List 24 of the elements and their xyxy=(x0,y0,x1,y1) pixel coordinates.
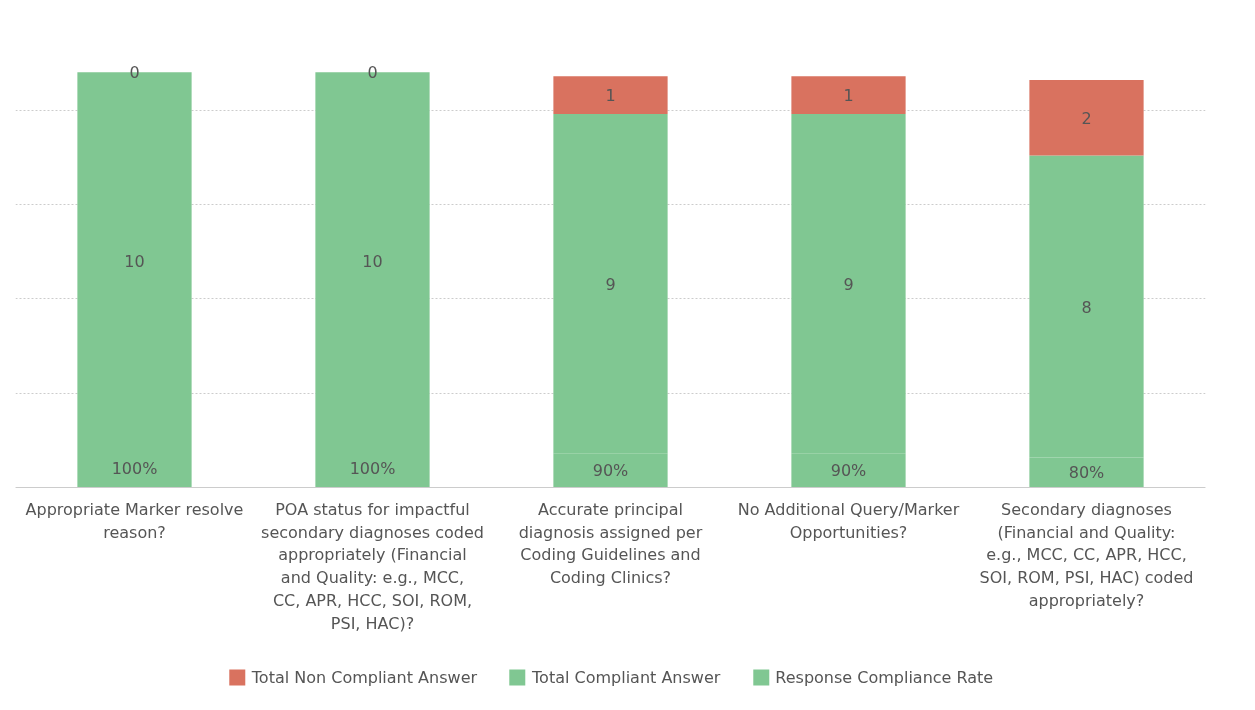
data-label: 80% xyxy=(1068,463,1105,483)
data-label: 90% xyxy=(830,461,867,481)
x-tick-label: POA status for impactful secondary diagnoses coded appropriately (Financial and Quality: e.g., MCC, CC, APR, HCC, SOI, ROM, PSI, HAC)? xyxy=(261,499,484,633)
x-tick-label: Appropriate Marker resolve reason? xyxy=(25,499,244,542)
data-label: 9 xyxy=(605,274,616,294)
x-tick-label: Secondary diagnoses (Financial and Quality: e.g., MCC, CC, APR, HCC, SOI, ROM, PSI, HAC) coded appropriately? xyxy=(979,499,1194,610)
data-label: 10 xyxy=(362,252,383,272)
x-tick-label: Accurate principal diagnosis assigned per Coding Guidelines and Coding Clinics? xyxy=(518,499,703,588)
legend-label: Total Non Compliant Answer xyxy=(251,667,478,687)
legend-label: Total Compliant Answer xyxy=(532,667,721,687)
bar xyxy=(1029,79,1144,156)
legend-label: Response Compliance Rate xyxy=(775,667,994,687)
data-label: 8 xyxy=(1081,297,1092,317)
data-label: 10 xyxy=(124,252,145,272)
data-label: 1 xyxy=(843,86,854,106)
bar xyxy=(553,76,668,114)
data-label: 9 xyxy=(843,274,854,294)
data-label: 100% xyxy=(349,459,396,479)
data-label: 1 xyxy=(605,86,616,106)
bar xyxy=(791,76,906,114)
data-label: 2 xyxy=(1081,108,1092,128)
data-label: 100% xyxy=(111,459,158,479)
data-label: 90% xyxy=(592,461,629,481)
x-tick-label: No Additional Query/Marker Opportunities? xyxy=(737,499,960,542)
